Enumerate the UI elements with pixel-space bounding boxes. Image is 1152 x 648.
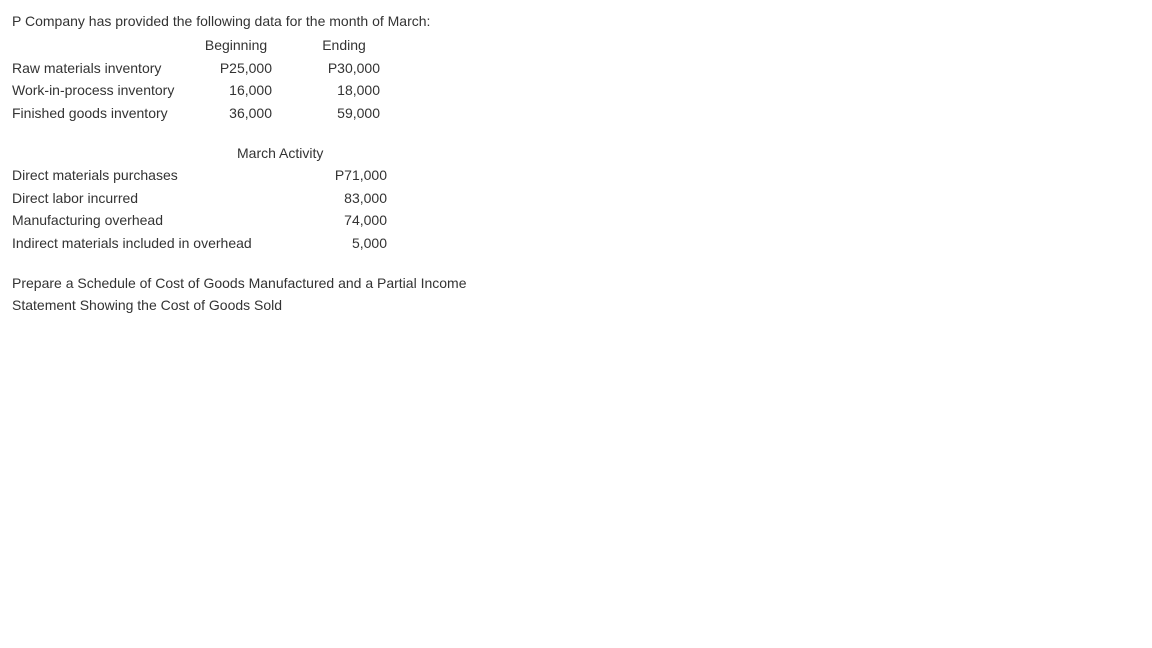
- activity-row: Indirect materials included in overhead …: [12, 232, 387, 254]
- activity-label: Manufacturing overhead: [12, 209, 277, 231]
- activity-value: 74,000: [277, 209, 387, 231]
- instructions-line2: Statement Showing the Cost of Goods Sold: [12, 297, 282, 313]
- activity-row: Direct materials purchases P71,000: [12, 164, 387, 186]
- header-ending: Ending: [290, 34, 398, 56]
- inventory-row: Work-in-process inventory 16,000 18,000: [12, 79, 398, 101]
- activity-table: March Activity Direct materials purchase…: [12, 142, 387, 254]
- instructions: Prepare a Schedule of Cost of Goods Manu…: [12, 272, 532, 317]
- activity-row: Manufacturing overhead 74,000: [12, 209, 387, 231]
- activity-value: 5,000: [277, 232, 387, 254]
- activity-label: Direct materials purchases: [12, 164, 277, 186]
- inventory-ending: P30,000: [290, 57, 398, 79]
- inventory-beginning: 16,000: [182, 79, 290, 101]
- inventory-label: Work-in-process inventory: [12, 79, 182, 101]
- inventory-label: Finished goods inventory: [12, 102, 182, 124]
- blank-cell: [12, 34, 182, 56]
- instructions-line1: Prepare a Schedule of Cost of Goods Manu…: [12, 275, 467, 291]
- inventory-table: Beginning Ending Raw materials inventory…: [12, 34, 398, 124]
- activity-header: March Activity: [237, 142, 347, 164]
- inventory-header-row: Beginning Ending: [12, 34, 398, 56]
- inventory-beginning: 36,000: [182, 102, 290, 124]
- header-beginning: Beginning: [182, 34, 290, 56]
- activity-label: Indirect materials included in overhead: [12, 232, 277, 254]
- inventory-label: Raw materials inventory: [12, 57, 182, 79]
- activity-value: P71,000: [277, 164, 387, 186]
- activity-value: 83,000: [277, 187, 387, 209]
- activity-label: Direct labor incurred: [12, 187, 277, 209]
- inventory-row: Finished goods inventory 36,000 59,000: [12, 102, 398, 124]
- intro-text: P Company has provided the following dat…: [12, 10, 1140, 32]
- activity-row: Direct labor incurred 83,000: [12, 187, 387, 209]
- inventory-ending: 18,000: [290, 79, 398, 101]
- inventory-ending: 59,000: [290, 102, 398, 124]
- inventory-beginning: P25,000: [182, 57, 290, 79]
- activity-header-row: March Activity: [12, 142, 387, 164]
- inventory-row: Raw materials inventory P25,000 P30,000: [12, 57, 398, 79]
